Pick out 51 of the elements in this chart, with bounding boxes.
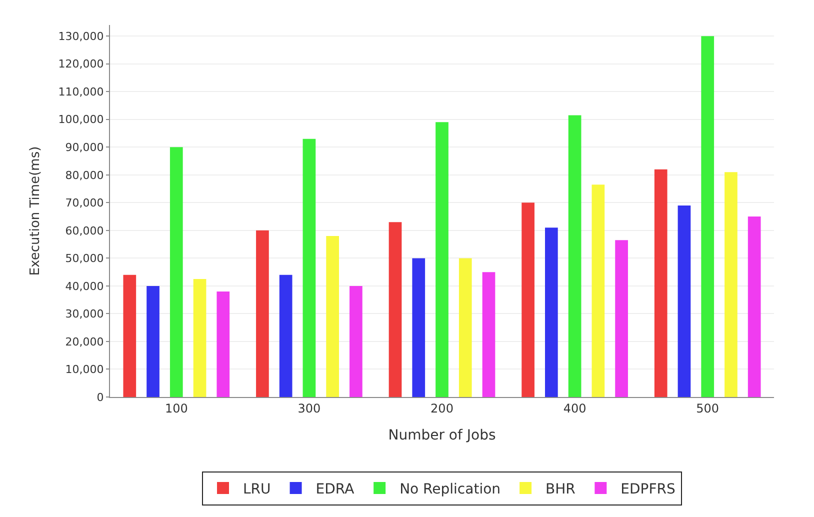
legend-label: No Replication: [400, 481, 501, 498]
y-tick-label: 110,000: [58, 85, 104, 98]
legend-label: BHR: [546, 481, 576, 498]
y-tick-label: 60,000: [65, 224, 104, 238]
x-tick-label: 100: [164, 401, 188, 416]
x-tick-label: 500: [696, 401, 720, 416]
bar: [654, 169, 668, 397]
y-tick-label: 30,000: [65, 308, 104, 321]
bar: [678, 205, 691, 397]
y-tick-label: 120,000: [58, 58, 104, 71]
y-tick-label: 10,000: [65, 363, 104, 376]
y-axis-title: Execution Time(ms): [28, 146, 44, 276]
y-tick-label: 0: [96, 390, 104, 404]
x-tick-label: 200: [430, 401, 454, 416]
legend-label: EDRA: [316, 481, 355, 498]
bar: [701, 36, 714, 397]
bar: [592, 184, 605, 397]
x-tick-label: 400: [563, 401, 586, 416]
bar: [748, 216, 761, 397]
bar: [170, 147, 183, 397]
bar: [482, 272, 496, 397]
y-tick-label: 90,000: [65, 141, 104, 154]
y-tick-label: 20,000: [65, 335, 104, 348]
bar: [350, 286, 362, 397]
bar: [123, 274, 136, 397]
bar: [256, 230, 269, 397]
bar: [326, 236, 339, 397]
y-tick-label: 70,000: [65, 196, 104, 210]
bar: [279, 274, 292, 397]
x-tick-label: 300: [298, 401, 321, 416]
bar: [458, 258, 472, 397]
y-tick-label: 80,000: [65, 168, 104, 182]
bar: [412, 258, 426, 397]
legend-label: EDPFRS: [620, 481, 676, 498]
y-tick-label: 40,000: [65, 280, 104, 293]
legend-label: LRU: [243, 481, 271, 498]
bar: [302, 138, 316, 397]
bar: [146, 286, 160, 397]
bar: [724, 172, 738, 397]
bar: [388, 222, 402, 397]
bar: [216, 292, 230, 397]
bar: [193, 279, 206, 397]
bar: [615, 240, 628, 397]
bar: [545, 228, 558, 397]
y-tick-label: 130,000: [58, 30, 104, 43]
bar: [522, 202, 534, 397]
bar: [436, 122, 448, 397]
bar: [568, 115, 582, 397]
x-axis-title: Number of Jobs: [388, 428, 496, 444]
y-tick-label: 50,000: [65, 252, 104, 266]
y-tick-label: 100,000: [58, 113, 104, 126]
